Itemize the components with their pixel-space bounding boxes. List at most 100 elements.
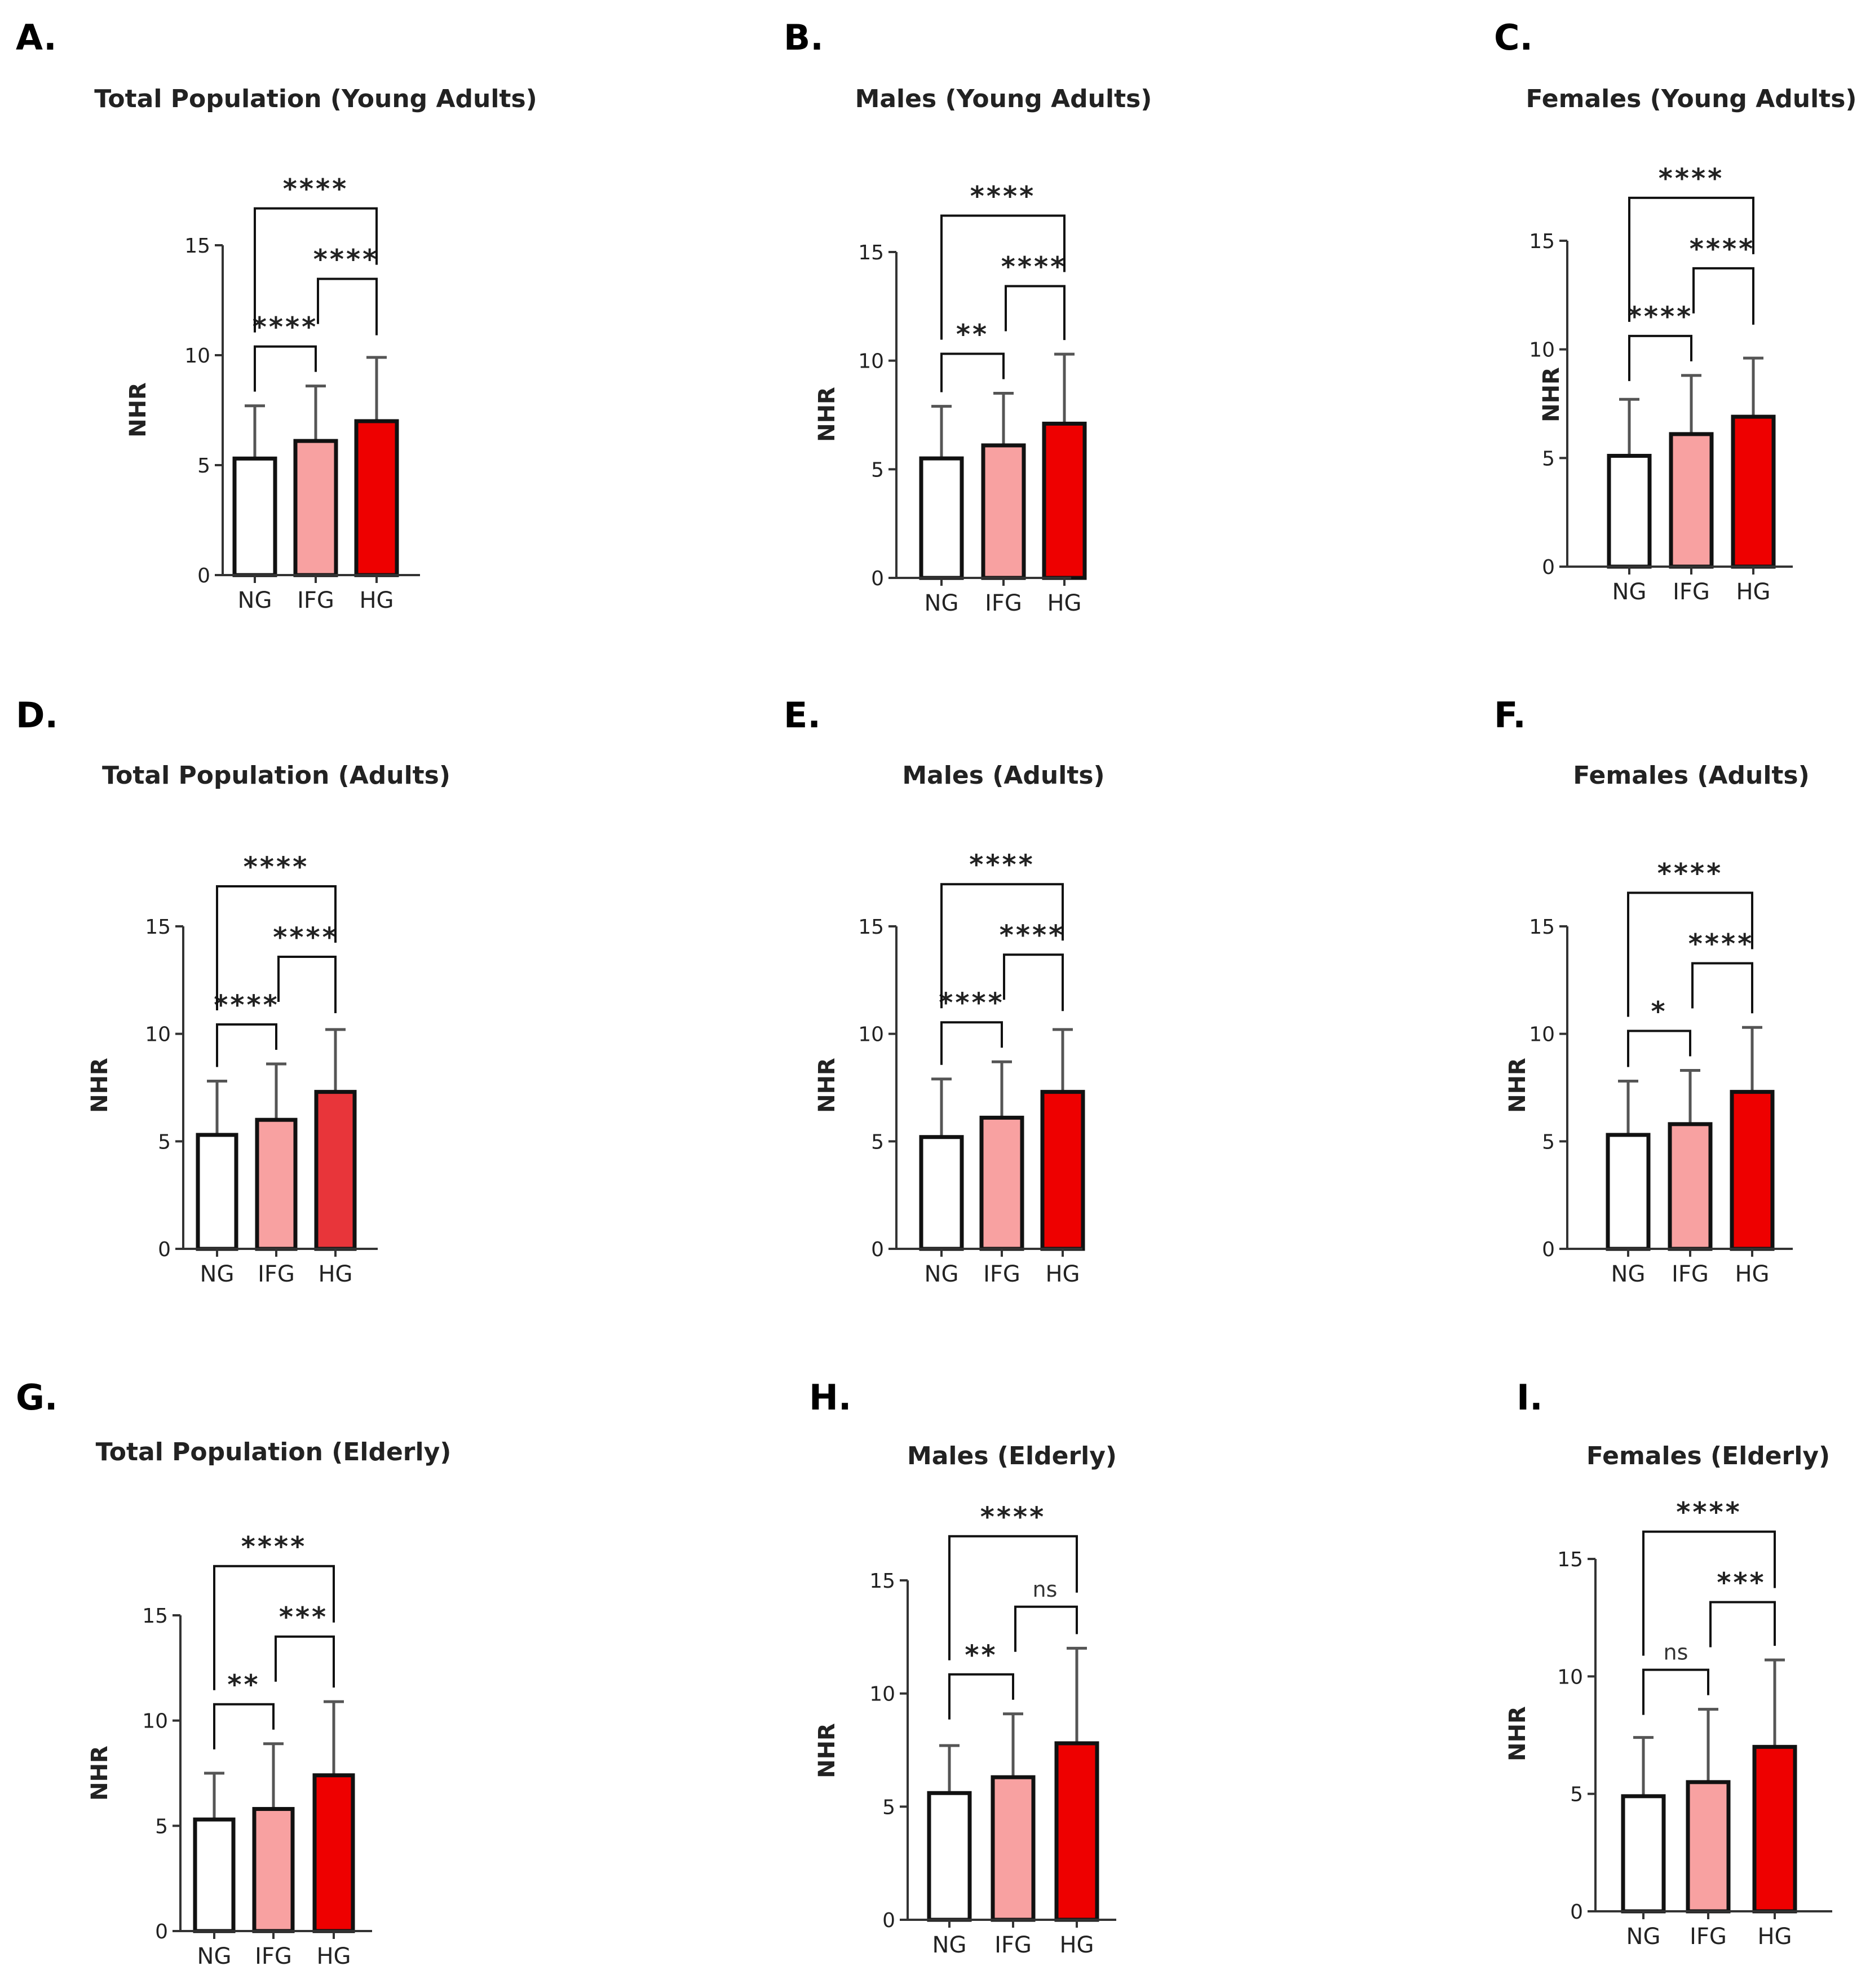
- y-tick-label: 5: [871, 458, 884, 481]
- significance-bracket: [1691, 962, 1753, 1014]
- y-tick-label: 10: [145, 1023, 171, 1046]
- significance-bracket: [254, 207, 378, 333]
- bar-hg: [314, 1090, 357, 1251]
- y-tick-label: 0: [871, 1238, 884, 1261]
- y-tick-label: 10: [1529, 339, 1555, 362]
- significance-bracket: [275, 1635, 335, 1688]
- y-axis-label: NHR: [87, 1746, 113, 1801]
- y-tick-label: 15: [1557, 1548, 1583, 1571]
- y-tick-label: 5: [1542, 1130, 1555, 1154]
- y-tick-label: 5: [155, 1815, 168, 1838]
- bar-ng: [196, 1133, 238, 1251]
- x-tick-label: HG: [1735, 1261, 1769, 1287]
- bar-ifg: [1686, 1780, 1731, 1914]
- bar-hg: [1054, 1741, 1099, 1922]
- significance-label: ***: [279, 1602, 328, 1633]
- chart-title: Males (Elderly): [907, 1442, 1117, 1470]
- chart-panel-i: I. Females (Elderly) NHR NG IFG HG 0 5 10 15 ns ***…: [1505, 1377, 1832, 1950]
- y-tick-label: 0: [1570, 1901, 1583, 1924]
- x-tick-label: NG: [1611, 1261, 1646, 1287]
- y-axis-label: NHR: [125, 382, 151, 438]
- x-tick-label: IFG: [994, 1932, 1032, 1958]
- significance-bracket: [940, 883, 1064, 1009]
- significance-bracket: [1628, 196, 1754, 322]
- significance-label: ****: [241, 1531, 307, 1563]
- x-tick-label: NG: [238, 587, 272, 613]
- x-tick-label: IFG: [258, 1261, 295, 1287]
- significance-bracket: [1005, 285, 1066, 341]
- significance-bracket: [940, 352, 1005, 392]
- panel-letter: C.: [1494, 17, 1533, 58]
- x-tick-label: HG: [1757, 1924, 1792, 1950]
- significance-bracket: [1628, 334, 1692, 381]
- y-axis-label: NHR: [814, 387, 840, 442]
- y-axis-label: NHR: [1539, 367, 1564, 422]
- y-tick-label: 10: [184, 344, 210, 368]
- bar-ng: [919, 1135, 964, 1251]
- y-tick-label: 15: [858, 916, 884, 939]
- bar-ifg: [255, 1117, 298, 1251]
- significance-bracket: [1642, 1668, 1709, 1715]
- significance-bracket: [940, 214, 1066, 340]
- x-tick-label: IFG: [1672, 1261, 1709, 1287]
- y-tick-label: 5: [882, 1796, 895, 1819]
- y-tick-label: 5: [871, 1130, 884, 1154]
- chart-panel-e: E. Males (Adults) NHR NG IFG HG 0 5 10 15 **** ****…: [784, 695, 1105, 1287]
- chart-title: Total Population (Elderly): [96, 1438, 452, 1466]
- y-axis-label: NHR: [814, 1058, 840, 1113]
- significance-bracket: [1709, 1601, 1776, 1647]
- significance-label: ****: [244, 851, 309, 883]
- x-tick-label: HG: [359, 587, 394, 613]
- y-tick-label: 0: [197, 564, 210, 587]
- panel-letter: D.: [16, 695, 58, 736]
- significance-label: ****: [1688, 928, 1754, 960]
- y-tick-label: 15: [858, 241, 884, 264]
- y-tick-label: 10: [858, 350, 884, 373]
- significance-bracket: [1692, 267, 1754, 325]
- significance-label: ns: [1033, 1577, 1058, 1602]
- bar-ifg: [981, 443, 1026, 580]
- significance-label: ****: [1690, 233, 1755, 265]
- bar-hg: [1730, 1090, 1775, 1251]
- significance-bracket: [1627, 1030, 1691, 1067]
- bar-ifg: [1669, 432, 1714, 569]
- bar-ifg: [252, 1806, 295, 1933]
- significance-label: ****: [253, 312, 318, 343]
- bar-ng: [193, 1817, 236, 1933]
- y-tick-label: 10: [858, 1023, 884, 1046]
- x-tick-label: IFG: [1673, 579, 1710, 605]
- significance-bracket: [948, 1673, 1014, 1720]
- significance-label: ****: [313, 244, 379, 276]
- significance-label: ****: [1628, 301, 1693, 333]
- significance-bracket: [213, 1565, 335, 1690]
- panel-letter: E.: [784, 695, 821, 736]
- significance-label: ****: [980, 1501, 1046, 1533]
- significance-bracket: [948, 1535, 1078, 1660]
- x-tick-label: HG: [316, 1943, 351, 1969]
- significance-label: ****: [969, 849, 1035, 881]
- bar-ng: [232, 456, 277, 577]
- y-tick-label: 0: [1542, 556, 1555, 579]
- y-tick-label: 15: [1529, 916, 1555, 939]
- x-tick-label: IFG: [983, 1261, 1020, 1287]
- significance-label: ****: [283, 174, 348, 205]
- chart-title: Total Population (Adults): [102, 761, 450, 790]
- panel-letter: G.: [16, 1377, 58, 1418]
- chart-panel-g: G. Total Population (Elderly) NHR NG IFG HG 0 5…: [16, 1377, 451, 1969]
- chart-title: Total Population (Young Adults): [94, 85, 537, 113]
- significance-label: ****: [1000, 920, 1065, 951]
- bar-ng: [919, 456, 964, 580]
- y-tick-label: 15: [145, 916, 171, 939]
- panel-letter: B.: [784, 17, 824, 58]
- significance-bracket: [940, 1021, 1003, 1065]
- chart-title: Males (Young Adults): [855, 85, 1152, 113]
- y-tick-label: 0: [158, 1238, 171, 1261]
- significance-label: ****: [1657, 858, 1723, 889]
- significance-bracket: [1003, 953, 1064, 1011]
- x-tick-label: HG: [318, 1261, 352, 1287]
- x-tick-label: NG: [1612, 579, 1647, 605]
- y-tick-label: 15: [1529, 230, 1555, 253]
- y-tick-label: 0: [871, 567, 884, 590]
- chart-panel-b: B. Males (Young Adults) NHR NG IFG HG 0 5 10 15 **…: [784, 17, 1152, 616]
